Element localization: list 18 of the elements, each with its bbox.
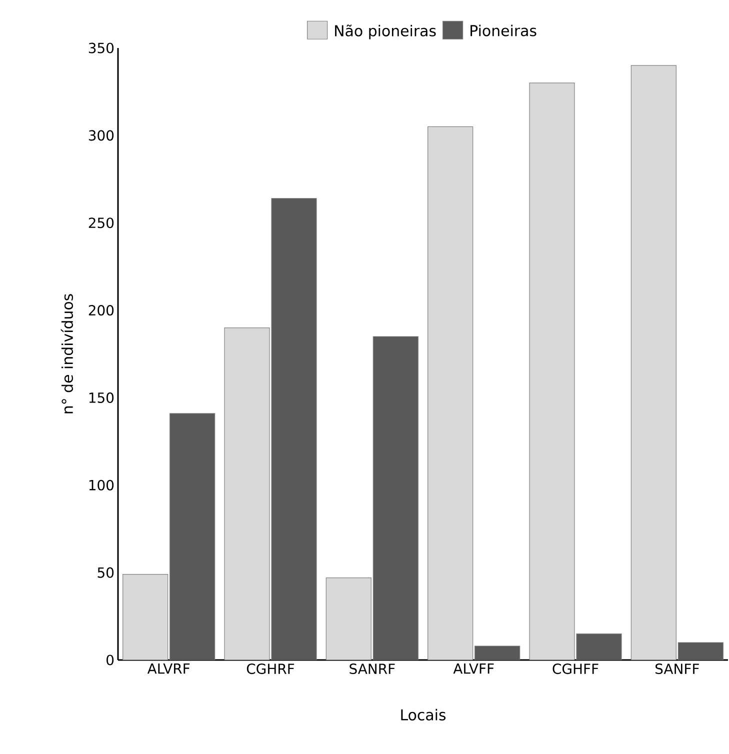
x-tick-label: ALVFF [453,664,494,674]
y-axis-title: n° de indivíduos [60,294,74,414]
y-tick-label: 200 [89,304,114,316]
y-tick-label: 50 [98,567,114,578]
y-tick-label: 350 [89,42,114,54]
x-tick-label: CGHRF [247,664,294,674]
y-tick-label: 250 [89,218,114,228]
y-tick-label: 100 [90,480,114,490]
legend-label: Pioneiras [470,24,536,36]
x-tick-label: SANFF [656,664,700,674]
x-tick-label: CGHFF [552,664,598,674]
legend-label: Não pioneiras [335,24,436,40]
y-tick-label: 0 [106,654,114,666]
y-tick-label: 150 [90,392,114,403]
x-tick-label: SANRF [350,664,395,674]
x-tick-label: ALVRF [148,664,190,674]
y-tick-label: 300 [89,130,114,141]
x-axis-title: Locais [401,708,446,720]
